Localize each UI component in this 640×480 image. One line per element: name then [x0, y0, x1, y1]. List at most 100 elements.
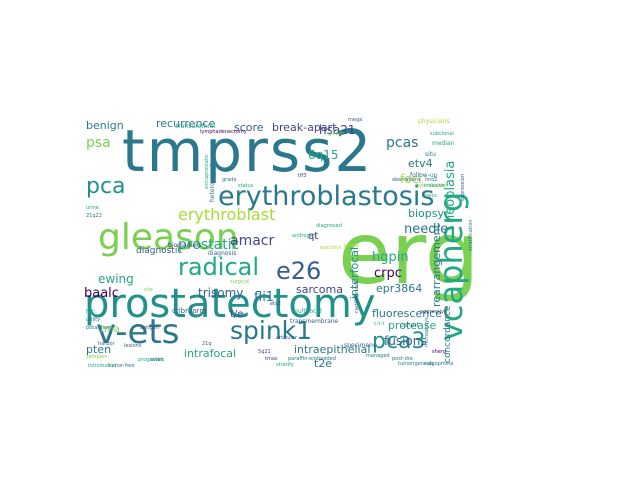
- word: potassium: [86, 325, 112, 331]
- word: watchful: [320, 245, 341, 251]
- word: aberrations: [392, 177, 421, 183]
- word: tma: [100, 324, 120, 335]
- word: hsa21: [319, 123, 355, 137]
- word: etv1: [88, 186, 91, 189]
- word: tmas: [265, 356, 278, 362]
- word: hgpin: [372, 250, 409, 265]
- word: t/e: [230, 309, 243, 320]
- word: erythroblast: [178, 205, 275, 224]
- word: follow-up: [410, 172, 438, 179]
- word: stratify: [276, 362, 294, 367]
- word: pca3: [372, 329, 426, 354]
- word: ealgopmine: [424, 361, 453, 367]
- word: serine: [344, 243, 359, 249]
- word: biopsy: [408, 207, 444, 220]
- word: tumor-free: [108, 363, 134, 367]
- word: hybridization: [416, 183, 449, 189]
- word: invasive: [424, 183, 445, 189]
- word: needle: [404, 222, 448, 237]
- word: antigen: [140, 325, 159, 331]
- word: transmembrane: [290, 318, 339, 325]
- word: prostatic: [178, 237, 239, 253]
- word: lymphadenectomy: [200, 129, 247, 135]
- word: fusions: [384, 334, 427, 348]
- word: specimens: [344, 342, 376, 349]
- word: microarrays: [424, 317, 430, 347]
- word: protease: [388, 319, 437, 332]
- word: biomarkers: [168, 242, 202, 249]
- word: psa: [86, 135, 111, 151]
- word: pca: [86, 174, 126, 199]
- word: recurrence: [156, 117, 215, 130]
- word-cloud: erg tmprss2 prostatectomy gleason vcaphe…: [80, 117, 480, 367]
- word: median: [432, 140, 455, 147]
- word: t2e: [314, 357, 332, 367]
- word: samples: [86, 354, 107, 360]
- word: managed: [366, 353, 390, 359]
- word: lesions: [124, 343, 142, 349]
- word: 5q21: [258, 349, 271, 355]
- word: score: [234, 121, 264, 134]
- word: crpc: [374, 266, 402, 281]
- word: c-t-t: [374, 321, 384, 327]
- word: 21q22: [86, 213, 102, 219]
- word: diagnosis: [208, 250, 236, 257]
- word: transurethral: [176, 123, 216, 130]
- word: sherg: [432, 349, 446, 355]
- word: surgical: [230, 279, 250, 285]
- word: multifocal: [292, 308, 322, 315]
- word: aggressive: [420, 309, 447, 315]
- word: etv4: [408, 157, 433, 170]
- word: intrafocal: [184, 347, 236, 360]
- word: prostatectomy: [84, 281, 376, 327]
- word: stratification: [468, 219, 474, 251]
- word: paraffin-embedded: [288, 356, 336, 362]
- word: lmo2: [425, 177, 438, 183]
- word: pcas: [386, 135, 418, 151]
- word: epr3864: [376, 282, 422, 295]
- word: vcapherg: [432, 192, 470, 341]
- word: introducing: [88, 363, 116, 367]
- word: ets2: [270, 301, 281, 307]
- word: utility: [86, 317, 100, 323]
- word: diagnosed: [316, 223, 342, 229]
- word: situ: [425, 151, 436, 158]
- word: fish: [86, 309, 95, 315]
- word: cribriform: [172, 307, 206, 315]
- word: prognostic: [138, 357, 165, 363]
- word: fli1: [254, 290, 274, 305]
- word: subclonal: [430, 131, 454, 137]
- word: articular: [276, 335, 298, 341]
- word: she: [144, 287, 153, 293]
- word: baalc: [84, 286, 119, 301]
- word: benign: [86, 119, 124, 132]
- word: heterogeneity: [209, 159, 216, 202]
- word-cloud-canvas: erg tmprss2 prostatectomy gleason vcaphe…: [84, 117, 479, 367]
- word: radical: [178, 253, 259, 281]
- word: v-ets: [96, 312, 179, 352]
- word: urine: [86, 205, 99, 211]
- word: 6q15: [308, 148, 339, 162]
- word: interfocal: [348, 247, 361, 299]
- word: grade: [222, 177, 237, 183]
- word: concordance: [443, 305, 453, 363]
- word: 21q: [202, 341, 212, 347]
- word: qt: [308, 231, 318, 242]
- word: spink1: [230, 316, 312, 345]
- word: avian: [150, 357, 164, 363]
- word: amacr: [230, 233, 274, 249]
- word: post-dre: [392, 356, 413, 362]
- word: status: [238, 183, 254, 189]
- word: break-apart: [272, 121, 337, 134]
- word: pten: [86, 343, 111, 356]
- word: diagnostic: [136, 246, 182, 256]
- word: extraprostatic: [204, 154, 210, 189]
- word: ealcs: [424, 193, 437, 199]
- word: ewing: [98, 272, 134, 286]
- word: e26: [276, 257, 321, 285]
- word: fluorescence: [372, 307, 442, 320]
- word: erg: [338, 204, 479, 304]
- word: tff3: [298, 173, 307, 179]
- word: tumorigenesis: [398, 361, 434, 367]
- word: intraepithelial: [294, 343, 370, 356]
